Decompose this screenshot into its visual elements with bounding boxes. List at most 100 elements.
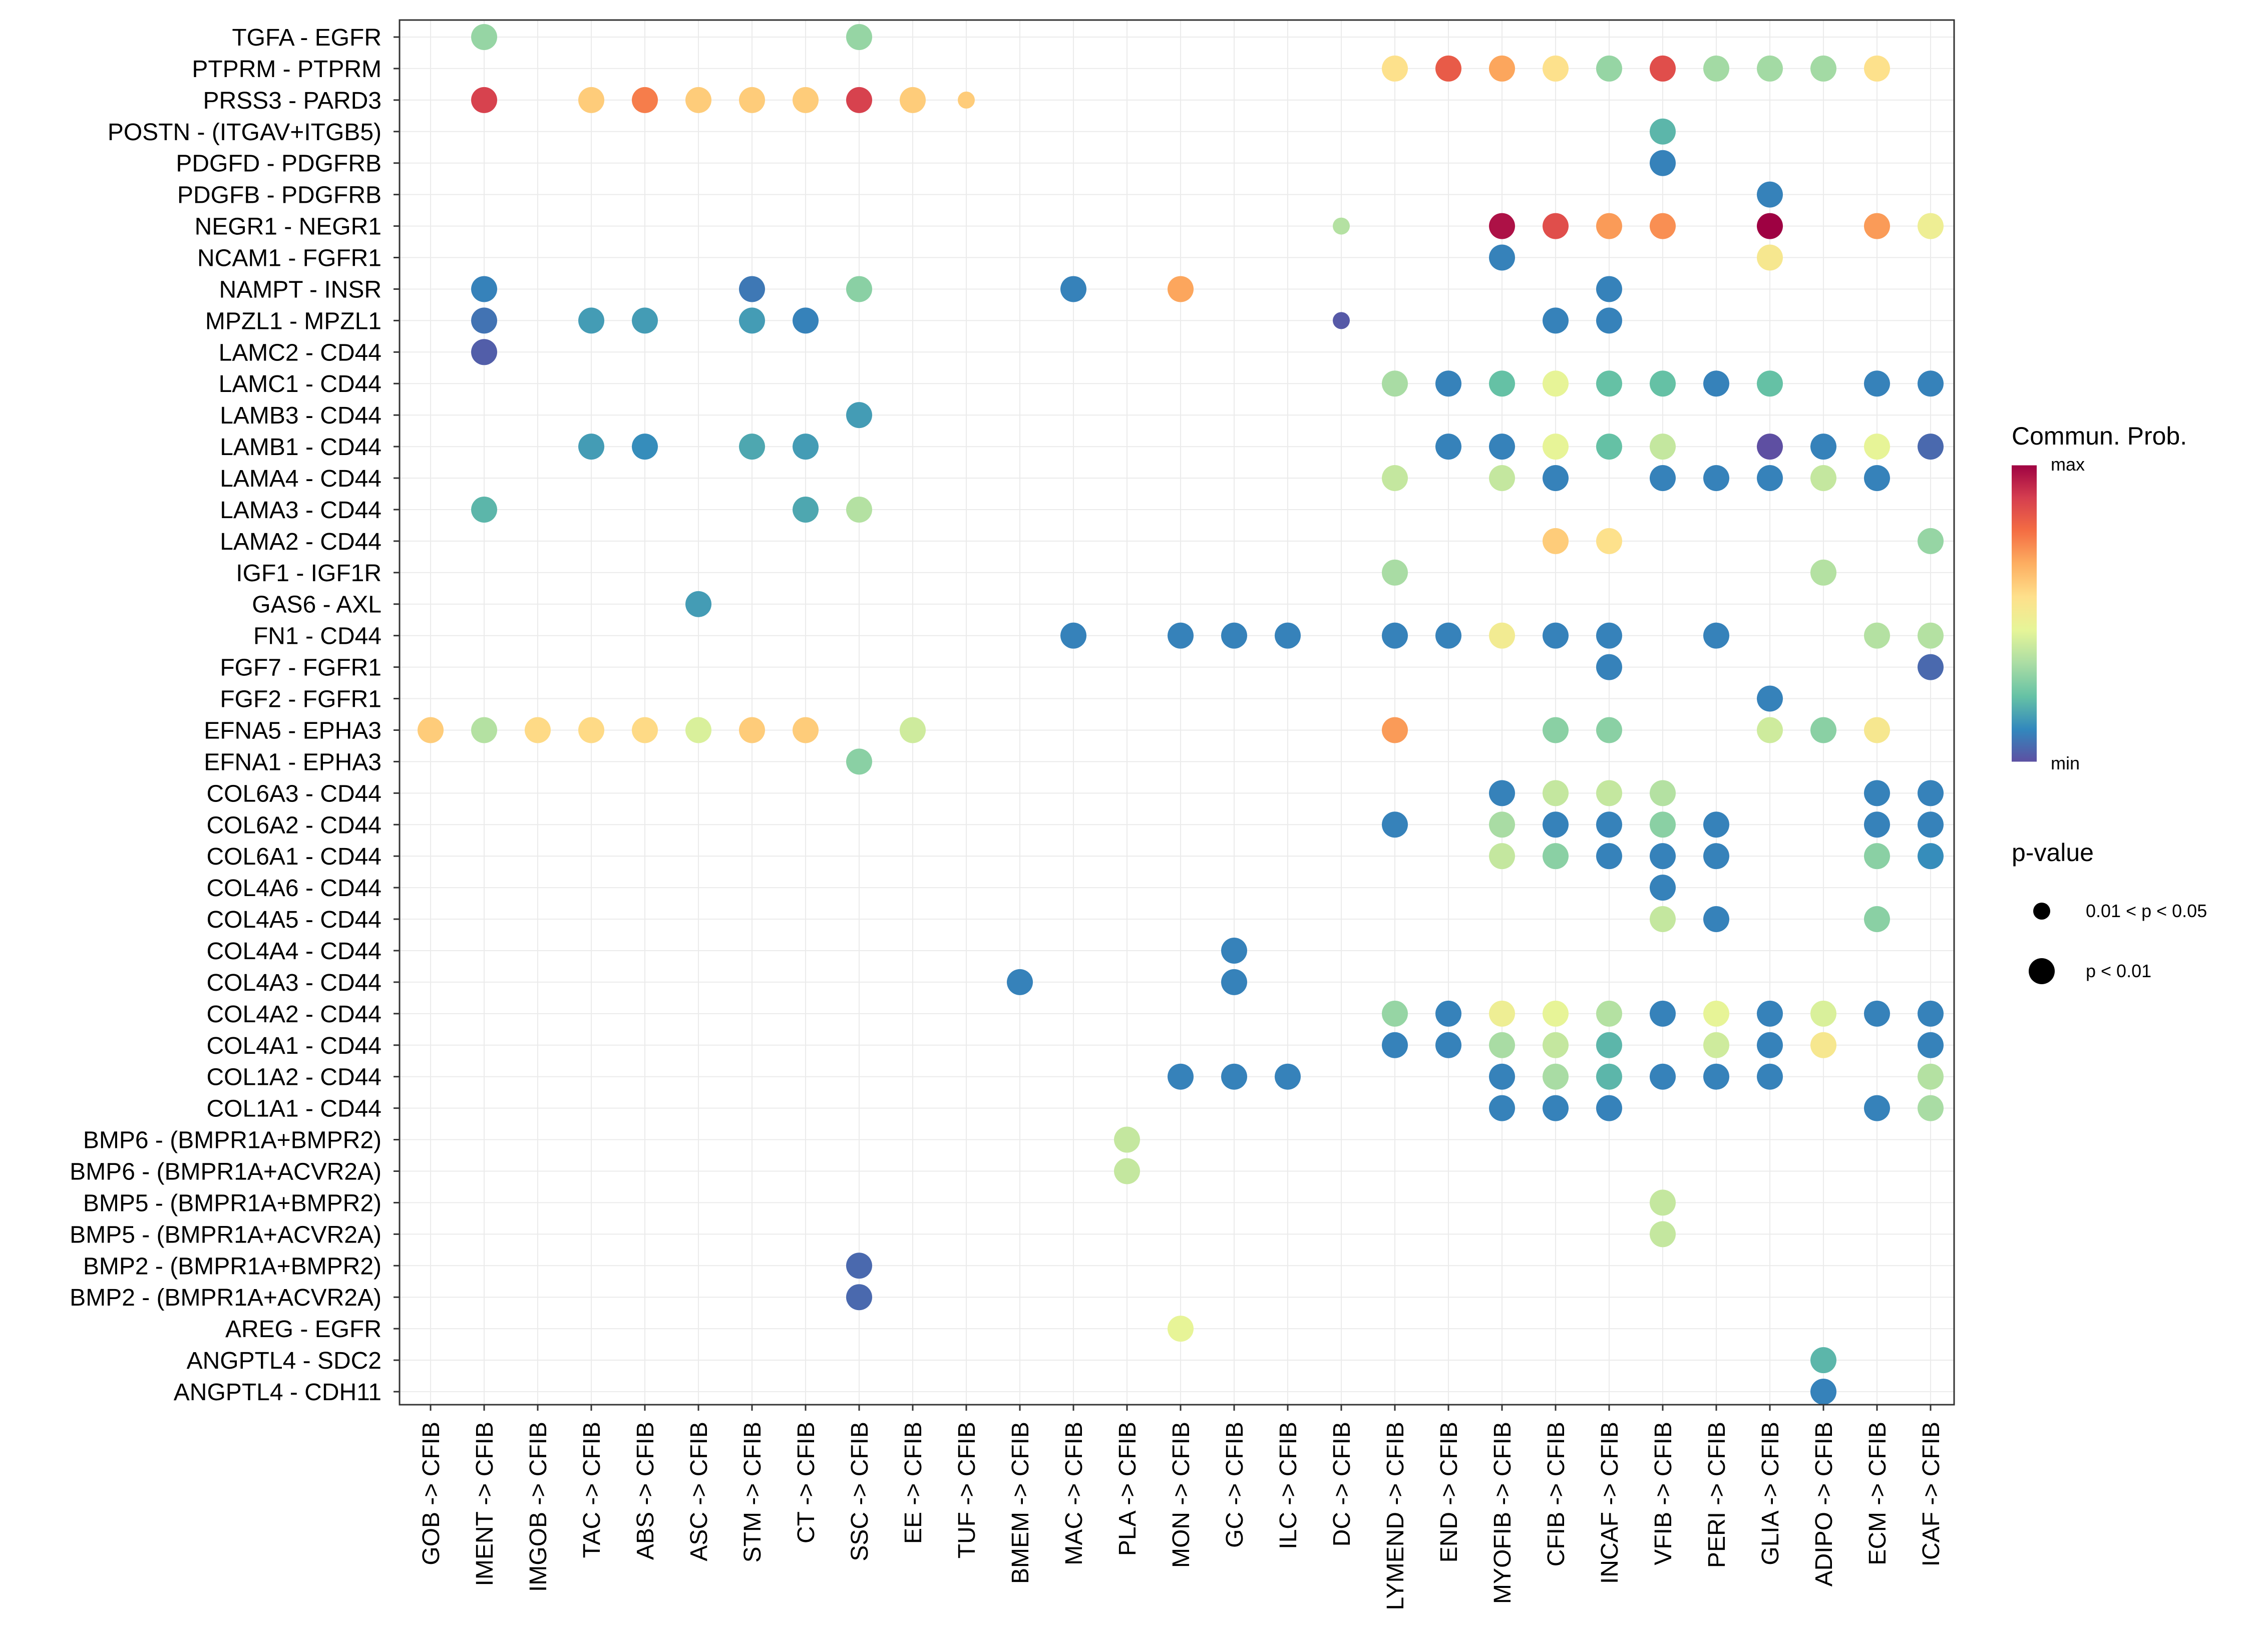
y-axis: TGFA - EGFR PTPRM - PTPRM PRSS3 - PARD3 POS… <box>70 25 400 1406</box>
dot-lama4-cd44--vfib-cfib <box>1650 465 1676 492</box>
x-tick-label-vfib-cfib: VFIB -> CFIB <box>1650 1422 1677 1565</box>
dot-lama4-cd44--glia-cfib <box>1757 465 1783 492</box>
dot-mpzl1-mpzl1--dc-cfib <box>1333 312 1350 329</box>
dot-efna5-epha3--gob-cfib <box>418 717 444 743</box>
dot-lamb3-cd44--ssc-cfib <box>846 402 872 429</box>
y-tick-label-col6a1-cd44: COL6A1 - CD44 <box>207 844 382 870</box>
dot-lamc1-cd44--icaf-cfib <box>1918 370 1944 397</box>
y-tick-label-bmp2-bmpr1a-bmpr2: BMP2 - (BMPR1A+BMPR2) <box>83 1253 382 1280</box>
dot-igf1-igf1r--adipo-cfib <box>1810 559 1836 586</box>
y-tick-label-mpzl1-mpzl1: MPZL1 - MPZL1 <box>205 308 382 334</box>
dot-col4a2-cd44--ecm-cfib <box>1864 1000 1890 1027</box>
dot-efna5-epha3--incaf-cfib <box>1596 717 1622 743</box>
dot-bmp6-bmpr1a-acvr2a--pla-cfib <box>1114 1158 1140 1184</box>
y-tick-label-fgf2-fgfr1: FGF2 - FGFR1 <box>220 686 382 713</box>
x-tick-label-adipo-cfib: ADIPO -> CFIB <box>1811 1422 1837 1586</box>
dot-col6a2-cd44--vfib-cfib <box>1650 811 1676 838</box>
dot-prss3-pard3--ssc-cfib <box>846 87 872 113</box>
dot-angptl4-cdh11--adipo-cfib <box>1810 1378 1836 1405</box>
y-tick-label-efna1-epha3: EFNA1 - EPHA3 <box>204 749 382 775</box>
dot-lama4-cd44--peri-cfib <box>1703 465 1729 492</box>
dot-negr1-negr1--vfib-cfib <box>1650 213 1676 239</box>
dot-lamb1-cd44--vfib-cfib <box>1650 434 1676 460</box>
dot-bmp6-bmpr1a-bmpr2--pla-cfib <box>1114 1126 1140 1153</box>
dot-col6a1-cd44--incaf-cfib <box>1596 843 1622 870</box>
dot-lama4-cd44--cfib-cfib <box>1543 465 1569 492</box>
y-tick-label-ptprm-ptprm: PTPRM - PTPRM <box>192 56 382 83</box>
dot-col6a2-cd44--cfib-cfib <box>1543 811 1569 838</box>
dot-lama2-cd44--incaf-cfib <box>1596 528 1622 554</box>
dot-col1a2-cd44--peri-cfib <box>1703 1063 1729 1090</box>
size-legend-large-dot <box>2029 958 2055 984</box>
dot-fn1-cd44--ilc-cfib <box>1275 622 1301 649</box>
dot-lamb1-cd44--stm-cfib <box>739 434 765 460</box>
dot-bmp5-bmpr1a-acvr2a--vfib-cfib <box>1650 1221 1676 1248</box>
dot-nampt-insr--mon-cfib <box>1168 276 1194 302</box>
dot-pdgfd-pdgfrb--vfib-cfib <box>1650 150 1676 176</box>
y-tick-label-col4a6-cd44: COL4A6 - CD44 <box>207 875 382 902</box>
y-tick-label-prss3-pard3: PRSS3 - PARD3 <box>203 88 382 114</box>
y-tick-label-lamb1-cd44: LAMB1 - CD44 <box>220 434 382 461</box>
x-tick-label-peri-cfib: PERI -> CFIB <box>1704 1422 1730 1568</box>
dot-negr1-negr1--icaf-cfib <box>1918 213 1944 239</box>
dot-col4a1-cd44--incaf-cfib <box>1596 1032 1622 1058</box>
dot-col4a2-cd44--peri-cfib <box>1703 1000 1729 1027</box>
x-tick-label-abs-cfib: ABS -> CFIB <box>632 1422 659 1560</box>
dot-fn1-cd44--mon-cfib <box>1168 622 1194 649</box>
dot-col6a1-cd44--cfib-cfib <box>1543 843 1569 870</box>
dot-col4a2-cd44--incaf-cfib <box>1596 1000 1622 1027</box>
color-legend: Commun. Prob. max min <box>2012 422 2187 773</box>
dot-ptprm-ptprm--cfib-cfib <box>1543 55 1569 82</box>
dot-lamc1-cd44--lymend-cfib <box>1382 370 1408 397</box>
y-tick-label-bmp6-bmpr1a-acvr2a: BMP6 - (BMPR1A+ACVR2A) <box>70 1158 382 1185</box>
dot-col1a1-cd44--icaf-cfib <box>1918 1095 1944 1121</box>
dot-ptprm-ptprm--end-cfib <box>1435 55 1461 82</box>
y-tick-label-lamc2-cd44: LAMC2 - CD44 <box>219 339 382 366</box>
dot-col1a1-cd44--cfib-cfib <box>1543 1095 1569 1121</box>
size-legend-large-label: p < 0.01 <box>2086 961 2151 981</box>
dot-col4a6-cd44--vfib-cfib <box>1650 875 1676 901</box>
y-tick-label-negr1-negr1: NEGR1 - NEGR1 <box>195 214 382 240</box>
dot-lamc1-cd44--incaf-cfib <box>1596 370 1622 397</box>
dot-mpzl1-mpzl1--tac-cfib <box>578 307 604 334</box>
dot-ptprm-ptprm--incaf-cfib <box>1596 55 1622 82</box>
color-legend-min-label: min <box>2051 753 2080 773</box>
dot-lamb1-cd44--ecm-cfib <box>1864 434 1890 460</box>
dot-col6a3-cd44--icaf-cfib <box>1918 780 1944 806</box>
dot-lamb1-cd44--ct-cfib <box>793 434 819 460</box>
dot-col4a3-cd44--bmem-cfib <box>1007 969 1033 995</box>
size-legend-small-label: 0.01 < p < 0.05 <box>2086 901 2207 921</box>
dot-lamb1-cd44--cfib-cfib <box>1543 434 1569 460</box>
y-tick-label-col1a1-cd44: COL1A1 - CD44 <box>207 1096 382 1122</box>
dot-col1a2-cd44--myofib-cfib <box>1489 1063 1515 1090</box>
y-tick-label-col4a4-cd44: COL4A4 - CD44 <box>207 938 382 965</box>
y-tick-label-col4a3-cd44: COL4A3 - CD44 <box>207 970 382 996</box>
dot-col1a1-cd44--ecm-cfib <box>1864 1095 1890 1121</box>
data-points <box>418 24 1944 1405</box>
x-tick-label-imgob-cfib: IMGOB -> CFIB <box>525 1422 552 1592</box>
dot-prss3-pard3--stm-cfib <box>739 87 765 113</box>
dot-tgfa-egfr--ssc-cfib <box>846 24 872 50</box>
y-tick-label-igf1-igf1r: IGF1 - IGF1R <box>236 560 382 587</box>
x-tick-label-incaf-cfib: INCAF -> CFIB <box>1597 1422 1623 1584</box>
dot-lamc1-cd44--vfib-cfib <box>1650 370 1676 397</box>
dot-ptprm-ptprm--glia-cfib <box>1757 55 1783 82</box>
dot-nampt-insr--incaf-cfib <box>1596 276 1622 302</box>
x-tick-label-ct-cfib: CT -> CFIB <box>793 1422 820 1543</box>
y-tick-label-nampt-insr: NAMPT - INSR <box>219 276 382 303</box>
y-tick-label-bmp6-bmpr1a-bmpr2: BMP6 - (BMPR1A+BMPR2) <box>83 1127 382 1154</box>
y-tick-label-pdgfd-pdgfrb: PDGFD - PDGFRB <box>176 151 382 177</box>
dot-fgf7-fgfr1--incaf-cfib <box>1596 654 1622 680</box>
dot-mpzl1-mpzl1--iment-cfib <box>471 307 497 334</box>
dot-bmp5-bmpr1a-bmpr2--vfib-cfib <box>1650 1189 1676 1216</box>
y-tick-label-angptl4-sdc2: ANGPTL4 - SDC2 <box>187 1348 382 1374</box>
x-tick-label-ee-cfib: EE -> CFIB <box>900 1422 927 1544</box>
dot-efna5-epha3--imgob-cfib <box>525 717 551 743</box>
dot-lamb1-cd44--end-cfib <box>1435 434 1461 460</box>
x-tick-label-tuf-cfib: TUF -> CFIB <box>954 1422 980 1558</box>
dot-col6a3-cd44--incaf-cfib <box>1596 780 1622 806</box>
dot-lama4-cd44--ecm-cfib <box>1864 465 1890 492</box>
dot-efna5-epha3--ecm-cfib <box>1864 717 1890 743</box>
dot-efna5-epha3--stm-cfib <box>739 717 765 743</box>
dot-lamc1-cd44--myofib-cfib <box>1489 370 1515 397</box>
